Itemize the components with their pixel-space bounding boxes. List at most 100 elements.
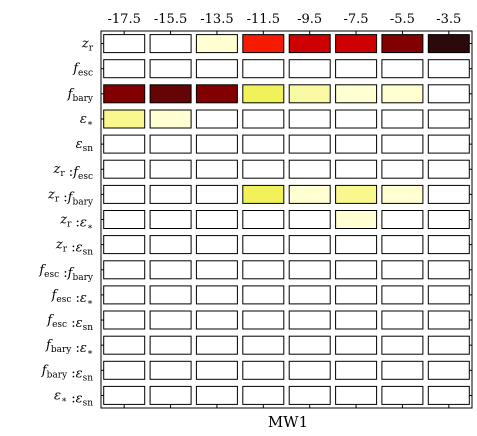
heatmap-cell [288, 385, 331, 405]
heatmap-cell [103, 360, 146, 380]
row-label: fbary :εsn [41, 363, 93, 383]
heatmap-cell [195, 310, 238, 330]
heatmap-cell [427, 385, 470, 405]
heatmap-cell [335, 260, 378, 280]
heatmap-cell [103, 335, 146, 355]
heatmap-cell [288, 134, 331, 154]
heatmap-cell [288, 260, 331, 280]
row-label: zr :fbary [47, 187, 94, 207]
heatmap-cell [103, 310, 146, 330]
heatmap-cell [195, 34, 238, 54]
heatmap-cell [381, 59, 424, 79]
heatmap-cell [242, 84, 285, 104]
row-label: fbary :ε∗ [45, 338, 93, 358]
heatmap-cell [335, 310, 378, 330]
heatmap-cell [242, 310, 285, 330]
heatmap-cell [103, 260, 146, 280]
heatmap-cell [335, 159, 378, 179]
heatmap-cell [288, 59, 331, 79]
heatmap-cell [427, 360, 470, 380]
heatmap-cell [381, 310, 424, 330]
heatmap-cell [195, 184, 238, 204]
heatmap-cell [103, 84, 146, 104]
heatmap-cell [381, 34, 424, 54]
row-label: εsn [76, 137, 94, 154]
x-tick-label: -5.5 [390, 12, 415, 27]
heatmap-cell [381, 235, 424, 255]
x-tick-label: -13.5 [200, 12, 233, 27]
heatmap-cell [335, 109, 378, 129]
heatmap-cell [288, 109, 331, 129]
x-tick-label: -17.5 [108, 12, 141, 27]
x-tick-label: -15.5 [154, 12, 187, 27]
row-label: ε∗ [80, 112, 93, 129]
heatmap-cell [242, 385, 285, 405]
row-label: zr [81, 37, 94, 54]
heatmap-cell [427, 310, 470, 330]
heatmap-cell [427, 210, 470, 229]
heatmap-cell [242, 34, 285, 54]
heatmap-cell [242, 335, 285, 355]
heatmap-cell [195, 210, 238, 229]
heatmap-cell [335, 235, 378, 255]
heatmap-cell [242, 360, 285, 380]
heatmap-cell [242, 260, 285, 280]
heatmap-cell [381, 109, 424, 129]
heatmap-cell [288, 360, 331, 380]
x-tick-label: -3.5 [436, 12, 461, 27]
x-tick-label: -7.5 [344, 12, 369, 27]
heatmap-cell [149, 235, 192, 255]
heatmap-cell [149, 310, 192, 330]
row-label: zr :fesc [53, 162, 94, 182]
heatmap-cell [195, 285, 238, 305]
heatmap-cell [149, 184, 192, 204]
heatmap-cell [381, 159, 424, 179]
heatmap-cell [195, 260, 238, 280]
heatmap-cell [288, 335, 331, 355]
heatmap-cell [149, 385, 192, 405]
heatmap-cell [381, 210, 424, 229]
heatmap-cell [149, 134, 192, 154]
heatmap-cell [242, 134, 285, 154]
heatmap-cell [288, 84, 331, 104]
heatmap-cell [103, 210, 146, 229]
x-tick-label: -9.5 [297, 12, 322, 27]
heatmap-cell [335, 335, 378, 355]
heatmap-cell [288, 184, 331, 204]
heatmap-cell [149, 59, 192, 79]
heatmap-cell [195, 109, 238, 129]
heatmap-cell [427, 59, 470, 79]
heatmap-cell [381, 385, 424, 405]
heatmap-cell [427, 285, 470, 305]
heatmap-cell [195, 59, 238, 79]
heatmap-cell [149, 360, 192, 380]
heatmap-cell [381, 285, 424, 305]
heatmap-cell [103, 59, 146, 79]
heatmap-cell [149, 159, 192, 179]
heatmap-cell [288, 235, 331, 255]
heatmap-cell [427, 84, 470, 104]
heatmap-cell [335, 84, 378, 104]
row-label: fbary [67, 87, 94, 104]
heatmap-cell [427, 335, 470, 355]
heatmap-cell [103, 385, 146, 405]
heatmap-cell [149, 285, 192, 305]
heatmap-cell [381, 335, 424, 355]
heatmap-cell [427, 260, 470, 280]
heatmap-cell [195, 84, 238, 104]
x-tick-label: -11.5 [247, 12, 280, 27]
heatmap-cell [103, 285, 146, 305]
heatmap-cell [103, 184, 146, 204]
row-label: fesc :ε∗ [51, 288, 93, 308]
row-label: zr :εsn [55, 238, 93, 258]
heatmap-cell [149, 34, 192, 54]
heatmap-cell [149, 84, 192, 104]
row-label: fesc :εsn [46, 313, 93, 333]
heatmap-cell [103, 235, 146, 255]
heatmap-cell [288, 285, 331, 305]
heatmap-cell [288, 210, 331, 229]
heatmap-cell [381, 260, 424, 280]
heatmap-cell [242, 109, 285, 129]
heatmap-cell [427, 184, 470, 204]
heatmap-cell [335, 210, 378, 229]
